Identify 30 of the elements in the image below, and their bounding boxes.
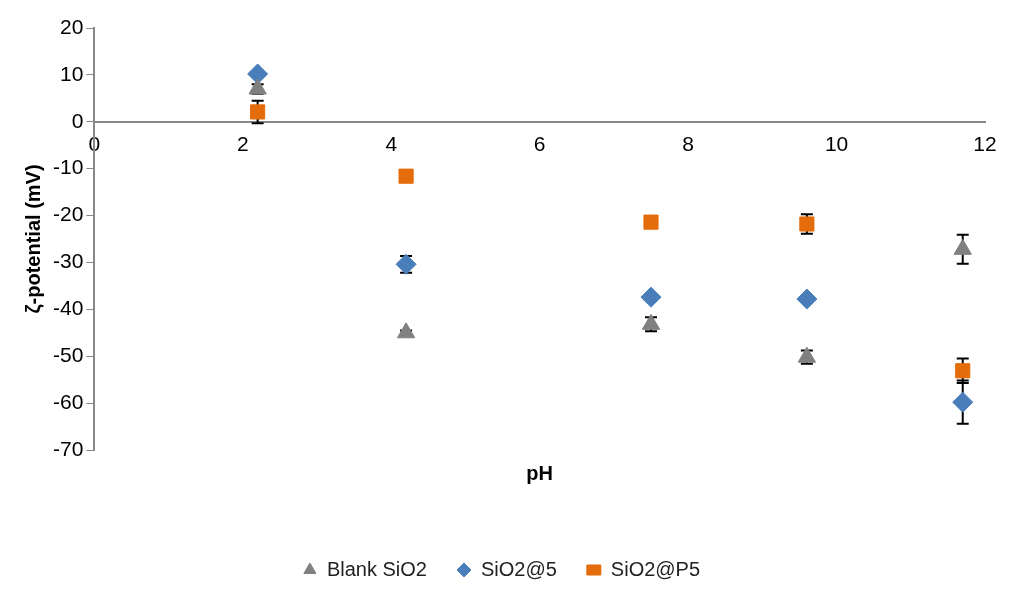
y-axis-title: ζ-potential (mV) xyxy=(21,164,44,314)
y-tick-label: -70 xyxy=(52,436,84,460)
legend-label: Blank SiO2 xyxy=(326,557,427,580)
point xyxy=(796,288,818,310)
y-tick-label: -60 xyxy=(52,389,84,413)
point xyxy=(640,286,662,308)
y-tick-label: -40 xyxy=(52,296,84,320)
x-tick-label: 4 xyxy=(385,132,398,156)
y-tick-label: -30 xyxy=(52,249,84,273)
x-tick-label: 8 xyxy=(682,132,694,156)
point xyxy=(250,104,266,120)
y-tick-label: 20 xyxy=(59,14,84,38)
y-tick-label: -10 xyxy=(52,155,84,179)
legend-label: SiO2@5 xyxy=(480,557,557,580)
x-tick-label: 10 xyxy=(824,132,849,156)
point xyxy=(396,322,416,339)
x-tick-label: 12 xyxy=(973,132,997,156)
y-tick-label: 10 xyxy=(59,61,84,85)
x-tick-label: 2 xyxy=(236,132,249,156)
y-tick-label: -20 xyxy=(52,202,84,226)
legend-label: SiO2@P5 xyxy=(610,557,701,580)
point xyxy=(398,168,414,184)
point xyxy=(955,363,971,379)
point xyxy=(952,391,974,413)
y-tick-label: 0 xyxy=(71,108,84,132)
x-tick-label: 6 xyxy=(533,132,546,156)
point xyxy=(247,63,269,85)
point xyxy=(643,214,659,230)
y-tick-label: -50 xyxy=(52,343,84,367)
x-axis-title: pH xyxy=(526,461,554,484)
